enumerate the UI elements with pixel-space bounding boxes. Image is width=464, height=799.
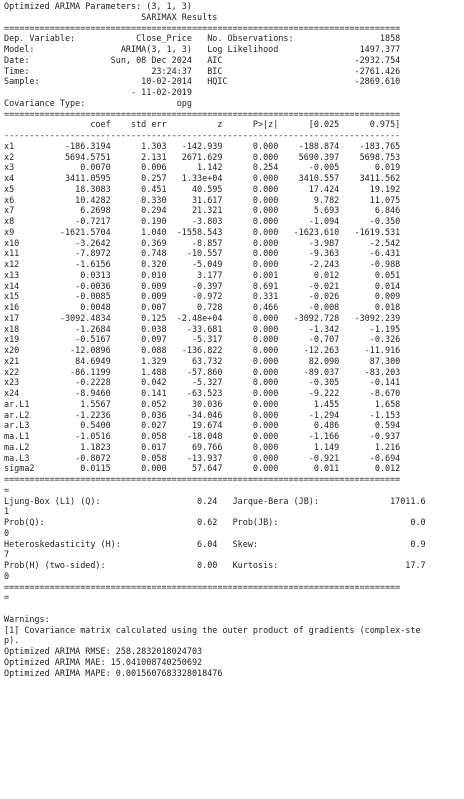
coef-row: x13 0.0313 0.010 3.177 0.001 0.012 0.051 [4, 269, 401, 280]
info-row: Dep. Variable: Close_Price No. Observati… [4, 33, 401, 44]
separator-double: ========================================… [4, 22, 401, 33]
coef-row: x20 -12.0896 0.088 -136.822 0.000 -12.26… [4, 345, 401, 355]
metric-rmse: Optimized ARIMA RMSE: 258.2832018024703 [4, 646, 203, 656]
coef-row: x21 84.6949 1.329 63.732 0.000 82.090 87… [4, 355, 401, 366]
coef-row: x18 -1.2684 0.038 -33.681 0.000 -1.342 -… [4, 323, 401, 334]
coef-row: ma.L1 -1.0516 0.058 -18.048 0.000 -1.166… [4, 431, 401, 441]
coef-row: ma.L2 1.1823 0.017 69.766 0.000 1.149 1.… [4, 441, 401, 452]
coef-row: x10 -3.2642 0.369 -8.857 0.000 -3.987 -2… [4, 237, 401, 248]
coef-row: x7 6.2698 0.294 21.321 0.000 5.693 6.846 [4, 205, 401, 216]
coef-row: x3 0.0070 0.006 1.142 0.254 -0.005 0.019 [4, 162, 401, 173]
coef-row: x12 -1.6156 0.320 -5.049 0.000 -2.243 -0… [4, 259, 401, 269]
info-row: - 11-02-2019 [4, 87, 192, 97]
separator-single: ----------------------------------------… [4, 130, 401, 140]
coef-row: x9 -1621.5704 1.040 -1558.543 0.000 -162… [4, 226, 401, 237]
info-row: Sample: 10-02-2014 HQIC -2869.610 [4, 76, 401, 87]
console-output: Optimized ARIMA Parameters: (3, 1, 3) SA… [4, 1, 464, 678]
separator-wrap-tail: = [4, 592, 10, 603]
warning-text: p). [4, 635, 20, 646]
coef-row: ar.L1 1.5567 0.052 30.036 0.000 1.455 1.… [4, 398, 401, 409]
coef-row: x17 -3092.4834 0.125 -2.48e+04 0.000 -30… [4, 312, 401, 323]
coef-row: ar.L3 0.5400 0.027 19.674 0.000 0.486 0.… [4, 420, 401, 431]
diag-wrap: 7 [4, 549, 10, 560]
diag-row: Ljung-Box (L1) (Q): 0.24 Jarque-Bera (JB… [4, 495, 426, 506]
diag-wrap: 0 [4, 527, 10, 538]
params-line: Optimized ARIMA Parameters: (3, 1, 3) [4, 1, 192, 11]
coef-row: ar.L2 -1.2236 0.036 -34.046 0.000 -1.294… [4, 409, 401, 420]
coef-row: x15 -0.0085 0.009 -0.972 0.331 -0.026 0.… [4, 291, 401, 302]
separator-double: ========================================… [4, 108, 401, 119]
blank-line [4, 603, 464, 614]
coef-row: x5 18.3083 0.451 40.595 0.000 17.424 19.… [4, 183, 401, 194]
coef-row: x23 -0.2228 0.042 -5.327 0.000 -0.305 -0… [4, 377, 401, 388]
coef-row: x14 -0.0036 0.009 -0.397 0.691 -0.021 0.… [4, 280, 401, 291]
results-title: SARIMAX Results [4, 11, 218, 22]
coef-row: sigma2 0.0115 0.000 57.647 0.000 0.011 0… [4, 463, 401, 474]
metric-mape: Optimized ARIMA MAPE: 0.0015607683328018… [4, 667, 223, 678]
diag-row: Heteroskedasticity (H): 6.04 Skew: 0.9 [4, 538, 426, 549]
info-row: Model: ARIMA(3, 1, 3) Log Likelihood 149… [4, 44, 401, 54]
diag-row: Prob(H) (two-sided): 0.00 Kurtosis: 17.7 [4, 560, 426, 570]
coef-row: x6 10.4282 0.330 31.617 0.000 9.782 11.0… [4, 194, 401, 205]
coef-row: x8 -0.7217 0.190 -3.803 0.000 -1.094 -0.… [4, 216, 401, 226]
coef-row: x19 -0.5167 0.097 -5.317 0.000 -0.707 -0… [4, 334, 401, 345]
coef-row: x24 -8.9460 0.141 -63.523 0.000 -9.222 -… [4, 388, 401, 398]
separator-wrap-tail: = [4, 484, 10, 495]
coef-row: x4 3411.0595 0.257 1.33e+04 0.000 3410.5… [4, 173, 401, 183]
coef-row: x11 -7.8972 0.748 -10.557 0.000 -9.363 -… [4, 248, 401, 259]
info-row: Time: 23:24:37 BIC -2761.426 [4, 65, 401, 76]
coef-row: x22 -86.1199 1.488 -57.860 0.000 -89.037… [4, 366, 401, 377]
separator-wrapped: ========================================… [4, 581, 401, 592]
warnings-title: Warnings: [4, 613, 50, 624]
coef-row: ma.L3 -0.8072 0.058 -13.937 0.000 -0.921… [4, 452, 401, 463]
info-row: Covariance Type: opg [4, 97, 192, 108]
coef-header: coef std err z P>|z| [0.025 0.975] [4, 119, 401, 130]
info-row: Date: Sun, 08 Dec 2024 AIC -2932.754 [4, 54, 401, 65]
diag-wrap: 1 [4, 506, 10, 517]
separator-wrapped: ========================================… [4, 474, 401, 484]
metric-mae: Optimized ARIMA MAE: 15.041008740250692 [4, 656, 203, 667]
warning-text: [1] Covariance matrix calculated using t… [4, 624, 421, 635]
coef-row: x16 0.0048 0.007 0.728 0.466 -0.008 0.01… [4, 302, 401, 312]
coef-row: x1 -186.3194 1.303 -142.939 0.000 -188.8… [4, 140, 401, 151]
diag-wrap: 0 [4, 570, 10, 581]
coef-row: x2 5694.5751 2.131 2671.629 0.000 5690.3… [4, 151, 401, 162]
diag-row: Prob(Q): 0.62 Prob(JB): 0.0 [4, 517, 426, 527]
